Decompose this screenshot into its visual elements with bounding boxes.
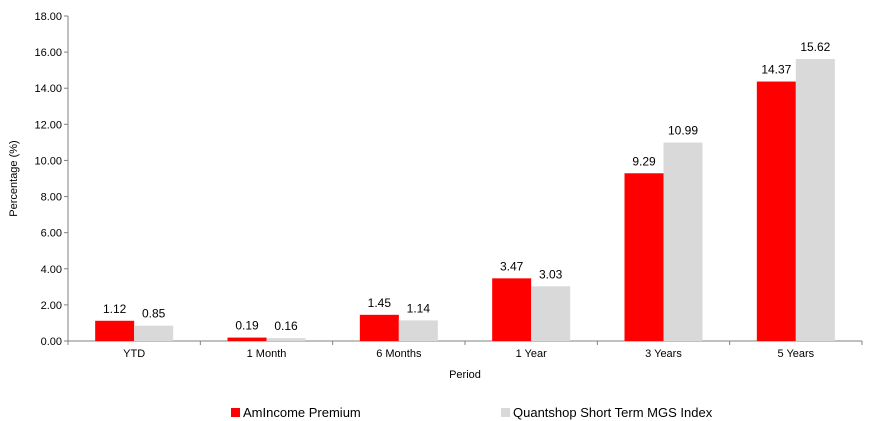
bar-series-1 <box>95 320 135 341</box>
data-label: 1.12 <box>103 302 127 316</box>
x-tick-label: 5 Years <box>777 348 814 360</box>
x-tick-label: 1 Year <box>516 348 548 360</box>
x-tick-label: YTD <box>123 348 145 360</box>
x-tick-label: 3 Years <box>645 348 682 360</box>
data-label: 0.19 <box>235 319 259 333</box>
y-tick-label: 0.00 <box>41 336 62 348</box>
y-tick-label: 12.00 <box>34 119 62 131</box>
y-tick-label: 8.00 <box>41 192 62 204</box>
data-label: 14.37 <box>761 63 791 77</box>
legend-swatch-series-1 <box>231 408 240 417</box>
legend-swatch-series-2 <box>501 408 510 417</box>
plot-area: 0.00 2.00 4.00 6.00 8.00 10.00 12.00 14.00 16.00… <box>8 11 863 381</box>
y-tick-label: 2.00 <box>41 300 62 312</box>
x-axis-title: Period <box>449 369 481 381</box>
bar-series-2 <box>398 320 438 341</box>
y-tick-label: 16.00 <box>34 47 62 59</box>
bar-series-1 <box>359 314 399 341</box>
y-axis-title: Percentage (%) <box>8 140 20 216</box>
legend-label-series-1: AmIncome Premium <box>243 405 361 420</box>
data-label: 0.85 <box>142 307 166 321</box>
bar-series-1 <box>756 81 796 342</box>
y-tick-label: 6.00 <box>41 228 62 240</box>
bar-series-1 <box>492 278 532 341</box>
data-label: 1.45 <box>368 296 392 310</box>
bar-series-2 <box>663 142 703 341</box>
y-tick-label: 10.00 <box>34 155 62 167</box>
bar-series-1 <box>227 337 267 341</box>
bar-series-2 <box>531 286 571 341</box>
y-tick-label: 14.00 <box>34 83 62 95</box>
data-label: 1.14 <box>407 301 431 315</box>
legend-label-series-2: Quantshop Short Term MGS Index <box>513 405 713 420</box>
data-label: 0.16 <box>274 319 298 333</box>
y-tick-label: 18.00 <box>34 11 62 23</box>
data-label: 15.62 <box>800 40 830 54</box>
data-label: 3.03 <box>539 267 563 281</box>
legend: AmIncome Premium Quantshop Short Term MGS… <box>231 405 713 420</box>
x-tick-label: 6 Months <box>376 348 422 360</box>
bar-series-2 <box>795 58 835 341</box>
bar-series-2 <box>266 338 306 341</box>
x-tick-label: 1 Month <box>247 348 287 360</box>
bar-series-2 <box>134 325 174 341</box>
data-label: 10.99 <box>668 124 698 138</box>
bar-series-1 <box>624 173 664 341</box>
data-label: 9.29 <box>632 154 656 168</box>
data-label: 3.47 <box>500 259 524 273</box>
y-tick-label: 4.00 <box>41 264 62 276</box>
